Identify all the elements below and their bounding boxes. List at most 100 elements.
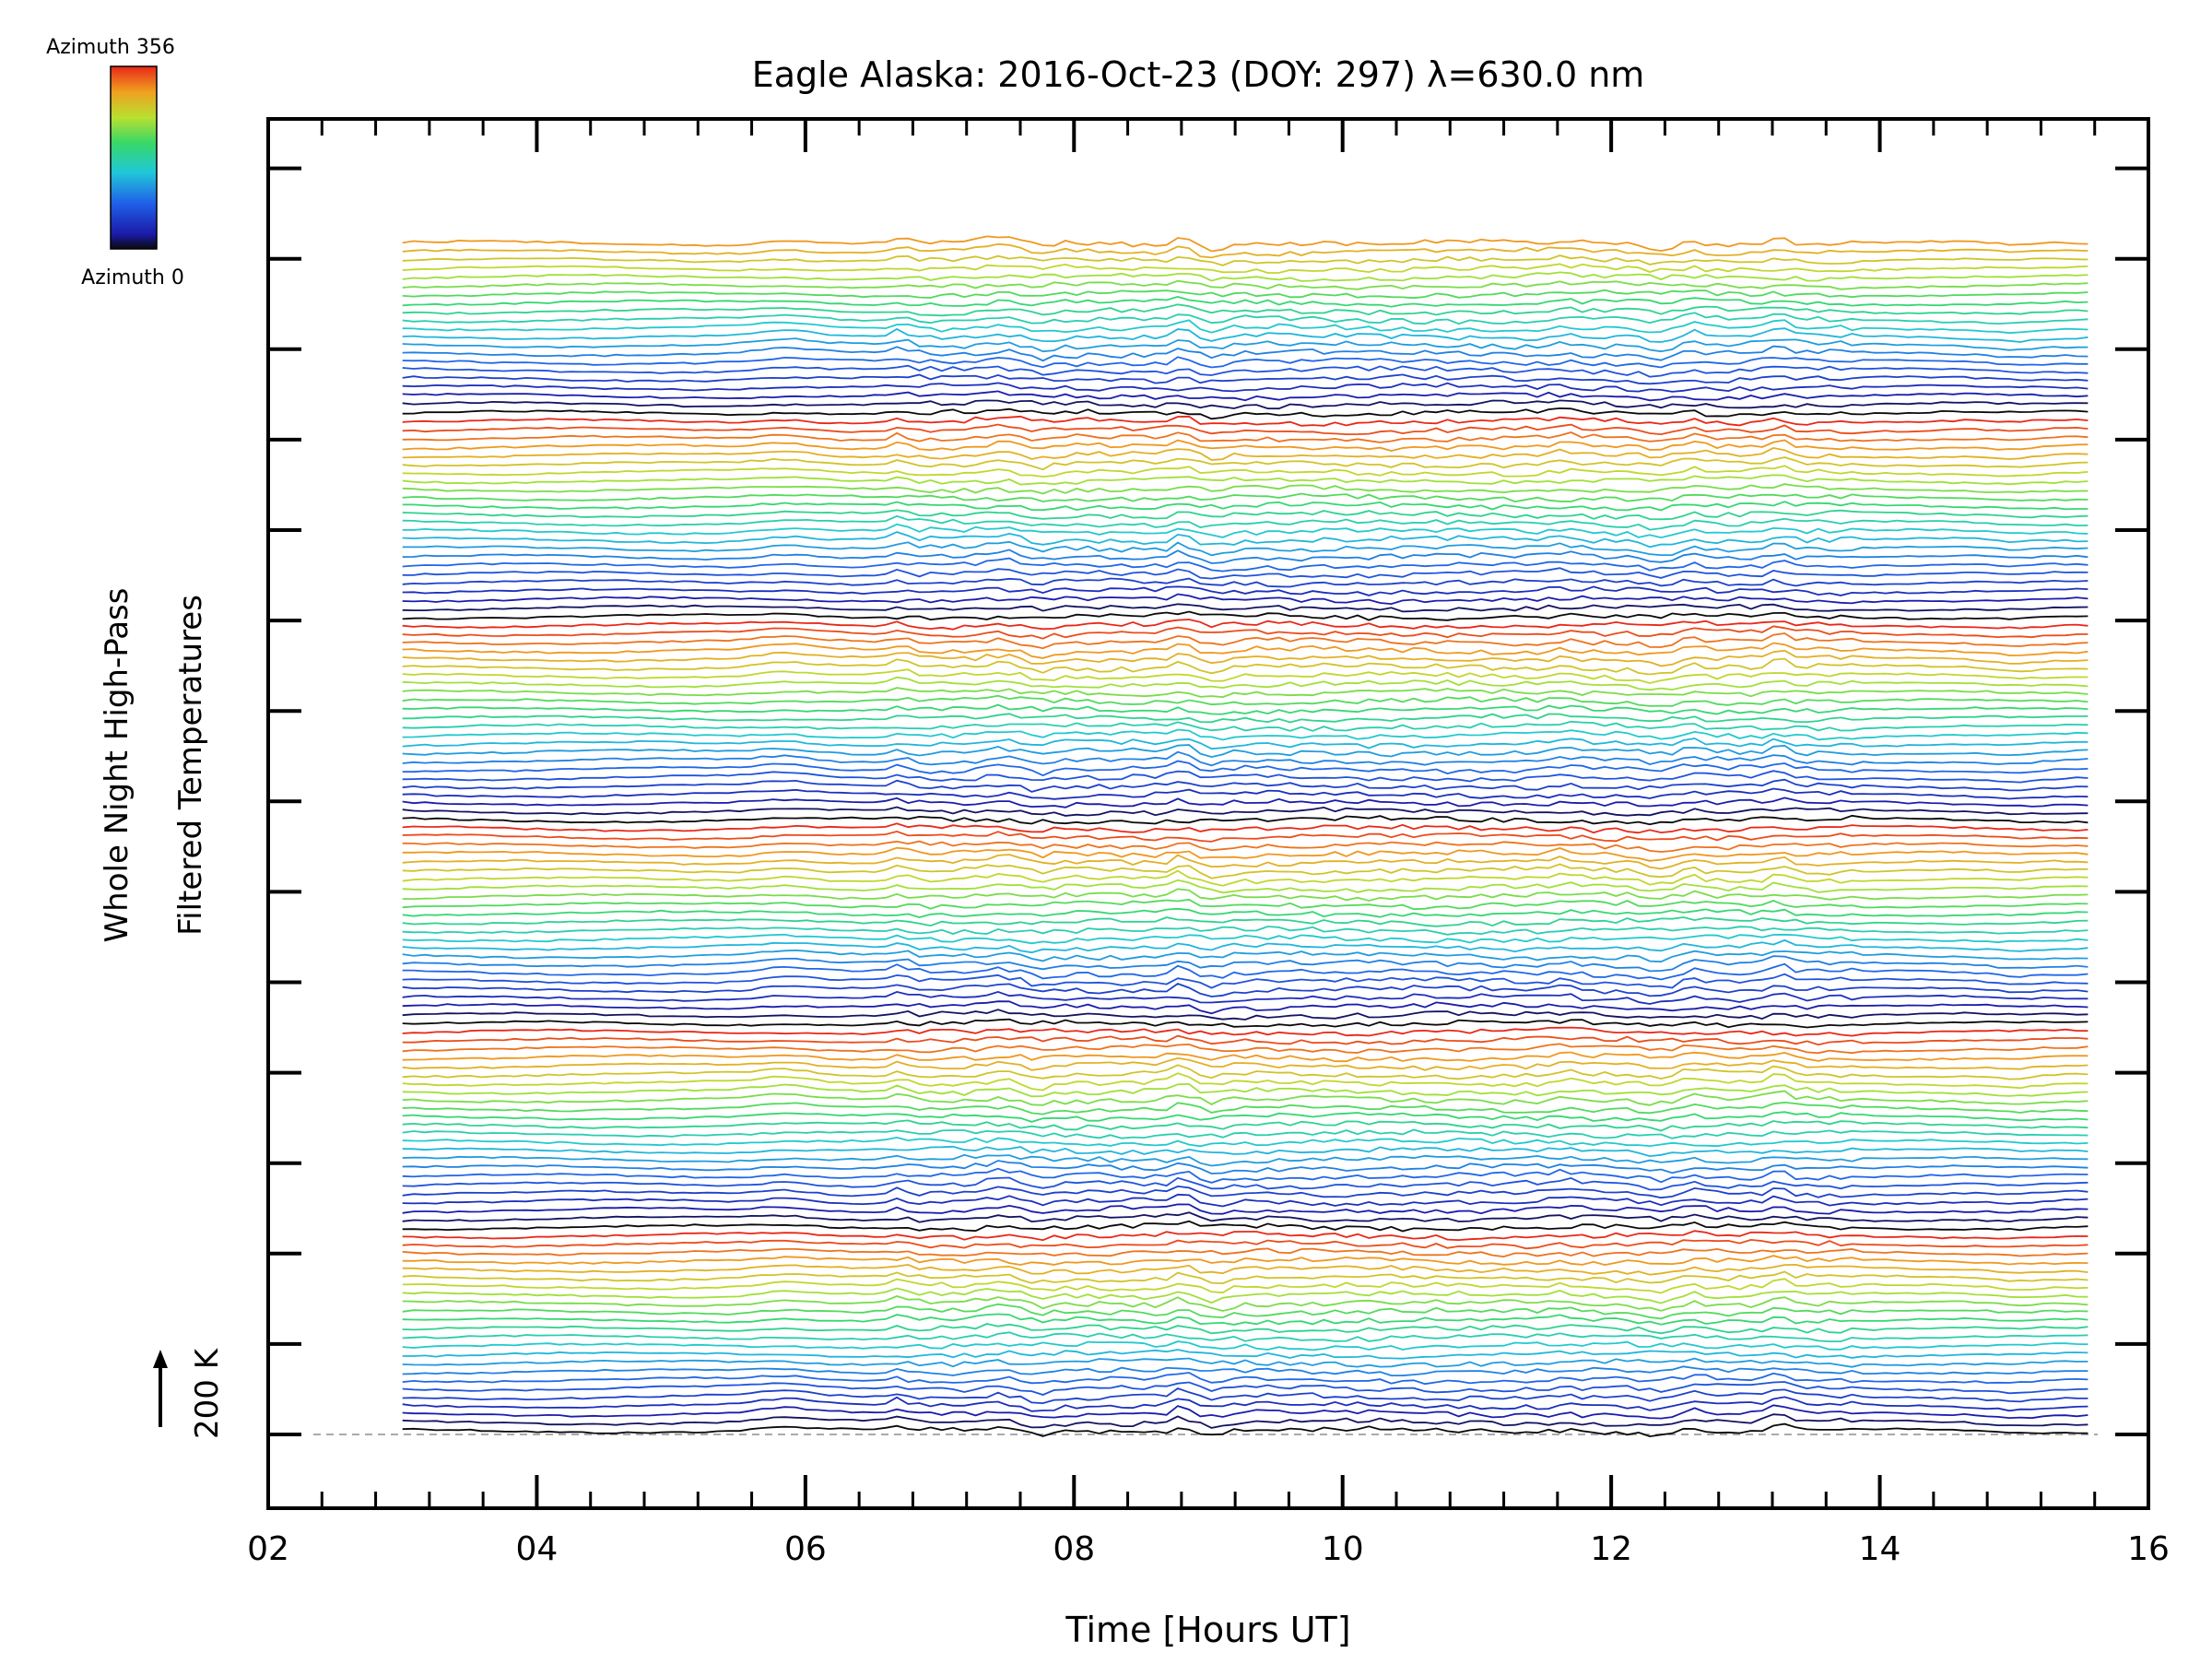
temperature-trace	[402, 431, 2088, 443]
temperature-trace	[402, 1340, 2088, 1351]
temperature-trace	[402, 1357, 2088, 1368]
x-tick-label: 12	[1590, 1530, 1632, 1568]
temperature-trace	[402, 577, 2088, 588]
temperature-trace	[402, 1119, 2088, 1132]
x-tick-label: 14	[1859, 1530, 1901, 1568]
temperature-trace	[402, 1101, 2088, 1115]
temperature-trace	[402, 1263, 2088, 1276]
temperature-trace	[402, 242, 2088, 259]
temperature-trace	[402, 676, 2088, 691]
temperature-trace	[402, 949, 2088, 963]
temperature-trace	[402, 1153, 2088, 1167]
temperature-trace	[402, 744, 2088, 759]
temperature-trace	[402, 642, 2088, 659]
x-axis-label: Time [Hours UT]	[1065, 1610, 1350, 1650]
temperature-trace	[402, 830, 2088, 843]
temperature-trace	[402, 465, 2088, 478]
temperature-trace	[402, 1313, 2088, 1326]
temperature-trace	[402, 254, 2088, 266]
temperature-trace	[402, 1381, 2088, 1396]
temperature-trace	[402, 540, 2088, 557]
temperature-trace	[402, 1056, 2088, 1071]
temperature-trace	[402, 1303, 2088, 1320]
temperature-trace	[402, 657, 2088, 676]
temperature-trace	[402, 625, 2088, 640]
temperature-trace	[402, 456, 2088, 471]
temperature-trace	[402, 1270, 2088, 1285]
temperature-trace	[402, 1255, 2088, 1267]
temperature-trace	[402, 263, 2088, 274]
temperature-trace	[402, 514, 2088, 531]
temperature-trace	[402, 1396, 2088, 1412]
temperature-trace	[402, 364, 2088, 378]
temperature-trace	[402, 523, 2088, 539]
temperature-trace	[402, 356, 2088, 369]
temperature-trace	[402, 1422, 2088, 1438]
temperature-trace	[402, 879, 2088, 894]
temperature-trace	[402, 720, 2088, 732]
x-tick-labels: 02 04 06 08 10 12 14 16	[247, 1530, 2170, 1568]
temperature-trace	[402, 531, 2088, 549]
x-tick-label: 06	[784, 1530, 827, 1568]
temperature-trace	[402, 407, 2088, 420]
temperature-trace	[402, 1111, 2088, 1123]
temperature-trace	[402, 1193, 2088, 1208]
temperature-trace	[402, 337, 2088, 353]
temperature-trace	[402, 312, 2088, 325]
temperature-trace	[402, 1413, 2088, 1429]
temperature-trace	[402, 632, 2088, 650]
temperature-trace	[402, 390, 2088, 402]
temperature-trace	[402, 1090, 2088, 1106]
temperature-trace	[402, 1128, 2088, 1139]
colorbar	[110, 65, 158, 250]
traces-group	[402, 235, 2088, 1438]
temperature-trace	[402, 1365, 2088, 1376]
chart-title: Eagle Alaska: 2016-Oct-23 (DOY: 297) λ=6…	[752, 54, 1645, 95]
temperature-trace	[402, 1026, 2088, 1037]
temperature-trace	[402, 1247, 2088, 1258]
temperature-trace	[402, 567, 2088, 580]
temperature-trace	[402, 1323, 2088, 1335]
temperature-trace	[402, 619, 2088, 631]
temperature-trace	[402, 593, 2088, 606]
temperature-trace	[402, 1185, 2088, 1199]
temperature-trace	[402, 888, 2088, 902]
temperature-trace	[402, 1349, 2088, 1360]
temperature-trace	[402, 713, 2088, 724]
temperature-trace	[402, 1043, 2088, 1055]
x-tick-label: 08	[1053, 1530, 1095, 1568]
temperature-trace	[402, 423, 2088, 436]
temperature-trace	[402, 271, 2088, 282]
temperature-trace	[402, 770, 2088, 784]
temperature-trace	[402, 863, 2088, 879]
temperature-trace	[402, 1136, 2088, 1148]
temperature-trace	[402, 973, 2088, 989]
temperature-trace	[402, 962, 2088, 981]
temperature-trace	[402, 694, 2088, 707]
temperature-trace	[402, 1295, 2088, 1312]
temperature-trace	[402, 1167, 2088, 1184]
x-tick-label: 10	[1322, 1530, 1364, 1568]
temperature-trace	[402, 279, 2088, 290]
temperature-trace	[402, 869, 2088, 887]
scale-label: 200 K	[189, 1347, 226, 1439]
temperature-trace	[402, 1009, 2088, 1021]
temperature-trace	[402, 1287, 2088, 1304]
temperature-trace	[402, 990, 2088, 1005]
temperature-trace	[402, 557, 2088, 572]
temperature-trace	[402, 1203, 2088, 1215]
temperature-trace	[402, 933, 2088, 945]
temperature-trace	[402, 955, 2088, 973]
temperature-trace	[402, 474, 2088, 486]
temperature-trace	[402, 687, 2088, 699]
temperature-trace	[402, 549, 2088, 564]
temperature-trace	[402, 1404, 2088, 1420]
temperature-trace	[402, 840, 2088, 853]
y-axis-label-line1: Whole Night High-Pass	[99, 588, 135, 943]
temperature-trace	[402, 399, 2088, 410]
temperature-trace	[402, 1160, 2088, 1174]
temperature-trace	[402, 1387, 2088, 1405]
temperature-trace	[402, 1278, 2088, 1294]
temperature-trace	[402, 303, 2088, 317]
